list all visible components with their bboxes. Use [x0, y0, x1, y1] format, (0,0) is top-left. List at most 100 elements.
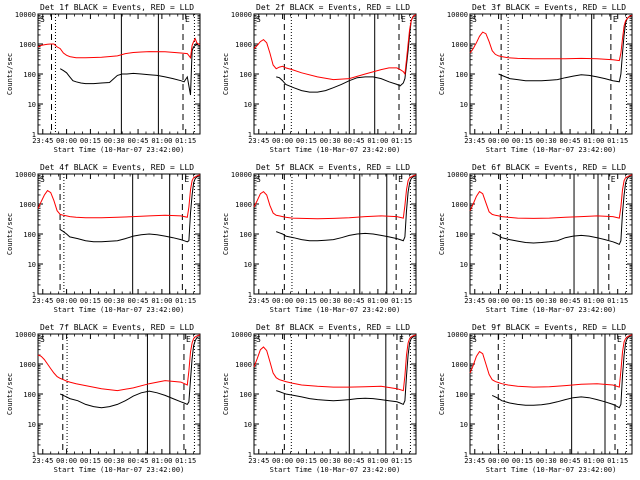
y-tick-label: 1000 [235, 41, 252, 49]
x-tick-label: 00:45 [344, 457, 365, 465]
events-series-line [276, 15, 415, 93]
plot-frame [253, 173, 417, 295]
x-tick-label: 00:00 [488, 297, 509, 305]
detector-panel-1: Det 1f BLACK = Events, RED = LLD 1 10 100 10… [6, 3, 201, 154]
detector-panel-2: Det 2f BLACK = Events, RED = LLD 1 10 100 10… [222, 3, 417, 154]
y-tick-label: 10 [244, 421, 252, 429]
y-axis-label: Counts/sec [438, 213, 446, 255]
x-tick-label: 00:30 [536, 137, 557, 145]
y-tick-label: 1 [32, 291, 36, 299]
x-tick-label: 00:45 [344, 297, 365, 305]
x-tick-label: 23:45 [464, 297, 485, 305]
y-tick-label: 10 [28, 101, 36, 109]
y-tick-label: 10000 [231, 171, 252, 179]
y-axis-label: Counts/sec [222, 213, 230, 255]
x-tick-label: 01:15 [391, 297, 412, 305]
x-tick-label: 01:00 [583, 137, 604, 145]
y-tick-label: 100 [239, 231, 252, 239]
x-tick-label: 01:00 [367, 137, 388, 145]
plot-frame [469, 333, 633, 455]
y-tick-label: 10 [28, 421, 36, 429]
end-marker: E [184, 175, 189, 184]
y-tick-label: 1000 [235, 361, 252, 369]
start-marker: S [256, 335, 261, 344]
y-tick-label: 100 [23, 71, 36, 79]
y-tick-label: 10 [460, 261, 468, 269]
start-marker: S [40, 15, 45, 24]
y-tick-label: 10000 [15, 331, 36, 339]
y-tick-label: 1 [32, 451, 36, 459]
detector-panel-6: Det 6f BLACK = Events, RED = LLD 1 10 100 10… [438, 163, 633, 314]
x-axis-label: Start Time (10-Mar-07 23:42:00) [270, 306, 401, 314]
x-tick-label: 00:45 [128, 137, 149, 145]
y-tick-label: 1000 [451, 361, 468, 369]
y-tick-label: 100 [23, 231, 36, 239]
y-axis-label: Counts/sec [222, 373, 230, 415]
x-tick-label: 01:00 [151, 137, 172, 145]
y-tick-label: 100 [455, 391, 468, 399]
y-tick-label: 100 [239, 71, 252, 79]
x-tick-label: 00:30 [320, 457, 341, 465]
events-series-line [498, 15, 631, 83]
panel-title: Det 8f BLACK = Events, RED = LLD [256, 323, 410, 332]
x-tick-label: 01:15 [175, 297, 196, 305]
detector-panel-7: Det 7f BLACK = Events, RED = LLD 1 10 100 10… [6, 323, 201, 474]
x-tick-label: 00:15 [512, 137, 533, 145]
x-tick-label: 01:00 [367, 297, 388, 305]
x-tick-label: 00:00 [272, 457, 293, 465]
x-tick-label: 00:30 [536, 457, 557, 465]
x-axis-label: Start Time (10-Mar-07 23:42:00) [54, 306, 185, 314]
end-marker: E [399, 335, 404, 344]
events-series-line [59, 175, 199, 243]
y-tick-label: 1000 [19, 41, 36, 49]
x-tick-label: 00:15 [296, 137, 317, 145]
lld-series-line [469, 334, 633, 388]
lld-series-line [37, 174, 201, 219]
x-tick-label: 00:15 [296, 457, 317, 465]
start-marker: S [256, 15, 261, 24]
x-tick-label: 01:00 [367, 457, 388, 465]
x-tick-label: 01:15 [607, 137, 628, 145]
plot-frame [37, 13, 201, 135]
x-axis-label: Start Time (10-Mar-07 23:42:00) [270, 146, 401, 154]
end-marker: E [613, 15, 618, 24]
x-tick-label: 00:00 [488, 137, 509, 145]
x-tick-label: 00:45 [560, 137, 581, 145]
x-tick-label: 00:45 [128, 297, 149, 305]
x-axis-label: Start Time (10-Mar-07 23:42:00) [486, 466, 617, 474]
events-series-line [59, 336, 199, 409]
x-tick-label: 23:45 [464, 137, 485, 145]
x-tick-label: 00:30 [320, 297, 341, 305]
y-axis-label: Counts/sec [6, 213, 14, 255]
lld-series-line [469, 14, 633, 62]
panel-title: Det 9f BLACK = Events, RED = LLD [472, 323, 626, 332]
y-tick-label: 100 [239, 391, 252, 399]
lld-series-line [253, 174, 417, 220]
start-marker: S [472, 15, 477, 24]
y-tick-label: 100 [455, 71, 468, 79]
x-tick-label: 01:15 [391, 137, 412, 145]
x-tick-label: 00:45 [560, 457, 581, 465]
panel-title: Det 6f BLACK = Events, RED = LLD [472, 163, 626, 172]
start-marker: S [256, 175, 261, 184]
x-axis-label: Start Time (10-Mar-07 23:42:00) [54, 466, 185, 474]
lld-series-line [253, 334, 417, 392]
y-tick-label: 1 [464, 291, 468, 299]
x-tick-label: 00:30 [104, 457, 125, 465]
x-tick-label: 01:00 [583, 457, 604, 465]
start-marker: S [40, 175, 45, 184]
y-tick-label: 10 [28, 261, 36, 269]
x-tick-label: 00:15 [80, 137, 101, 145]
y-tick-label: 10 [460, 101, 468, 109]
panel-title: Det 7f BLACK = Events, RED = LLD [40, 323, 194, 332]
x-tick-label: 01:00 [151, 297, 172, 305]
plot-frame [253, 333, 417, 455]
x-tick-label: 01:15 [607, 457, 628, 465]
y-tick-label: 1 [248, 131, 252, 139]
panel-title: Det 1f BLACK = Events, RED = LLD [40, 3, 194, 12]
start-marker: S [472, 335, 477, 344]
x-tick-label: 00:45 [560, 297, 581, 305]
y-tick-label: 10000 [447, 171, 468, 179]
lld-series-line [37, 37, 201, 59]
